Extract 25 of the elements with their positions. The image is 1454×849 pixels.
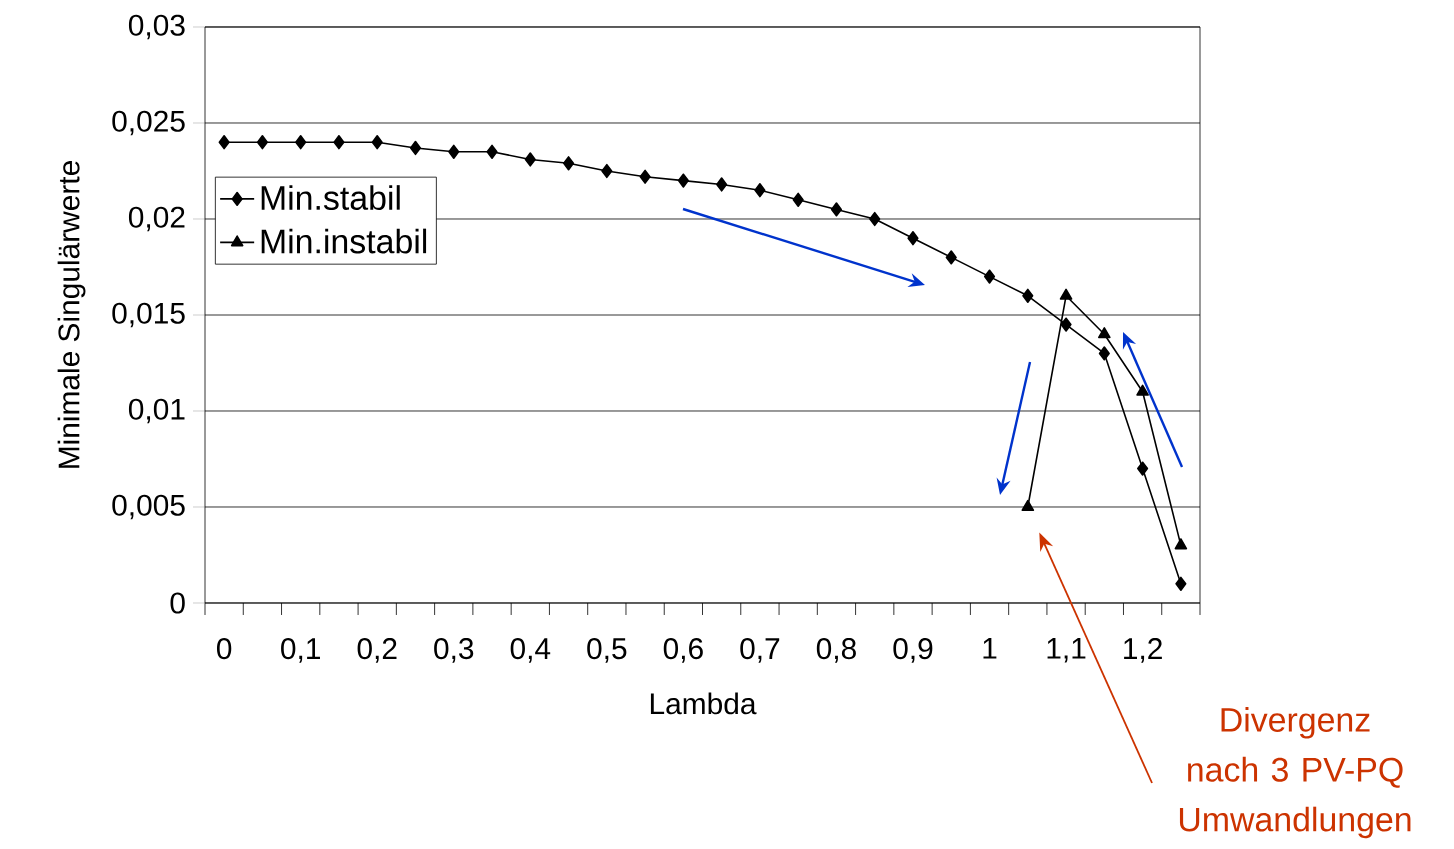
x-tick-label: 0,3 (434, 638, 474, 663)
y-tick-label: 0,01 (128, 398, 185, 424)
y-tick-label: 0,015 (112, 302, 185, 328)
legend-label: Min.stabil (261, 185, 400, 211)
y-tick-label: 0,025 (112, 110, 185, 136)
y-tick-label: 0,02 (128, 206, 185, 232)
x-axis-title: Lambda (650, 692, 757, 715)
x-tick-label: 0,7 (740, 638, 780, 663)
y-axis-title: Minimale Singulärwerte (57, 161, 86, 468)
x-tick-label: 0,6 (663, 638, 703, 663)
y-tick-label: 0,03 (128, 14, 185, 40)
text: Divergenz nach 3 PV-PQ Umwandlungen (1179, 707, 1411, 839)
legend-label: Min.instabil (261, 228, 427, 254)
x-tick-label: 0,9 (893, 638, 933, 663)
x-tick-label: 0,5 (587, 638, 627, 663)
x-tick-label: 0,8 (816, 638, 856, 663)
x-tick-label: 0,1 (281, 638, 320, 663)
x-tick-label: 1 (983, 638, 997, 659)
x-tick-label: 0 (216, 638, 232, 660)
x-tick-label: 0,2 (357, 638, 397, 663)
x-tick-label: 1,1 (1047, 638, 1086, 663)
x-tick-label: 0,4 (510, 638, 551, 663)
x-tick-label: 1,2 (1124, 638, 1162, 663)
y-tick-label: 0,005 (112, 494, 185, 520)
y-tick-label: 0 (170, 592, 185, 614)
